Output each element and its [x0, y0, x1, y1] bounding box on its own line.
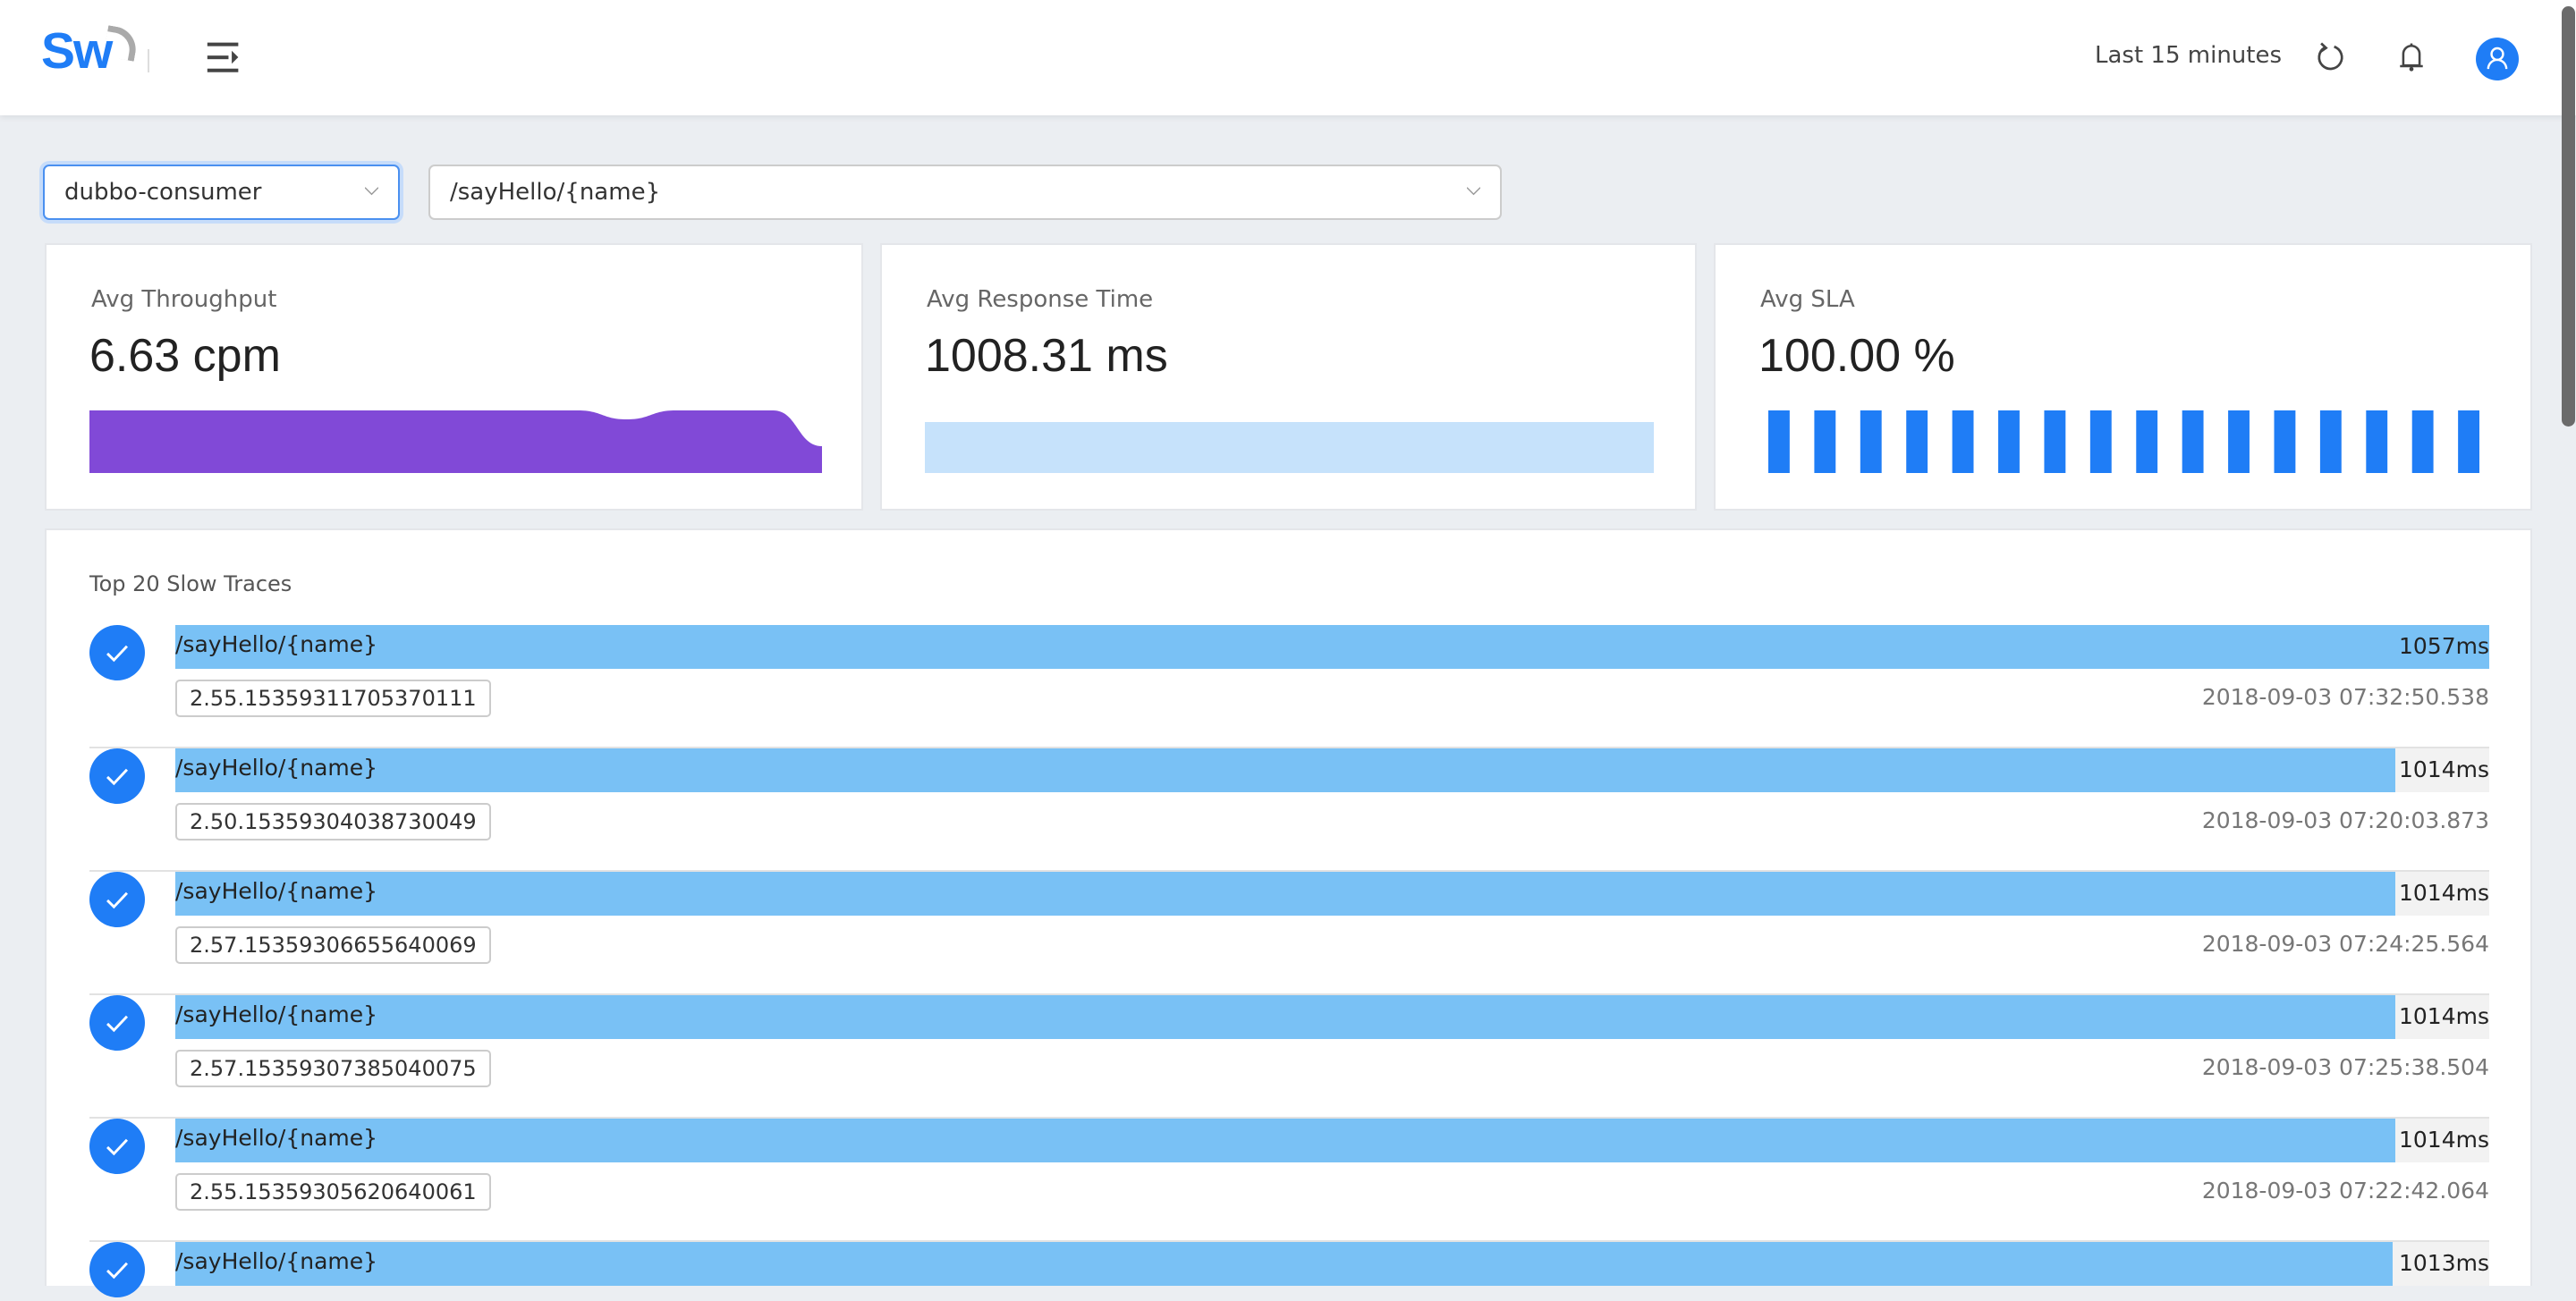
- duration-bar: [175, 1242, 2394, 1286]
- duration-bar-track: [175, 748, 2489, 792]
- trace-start-time: 2018-09-03 07:22:42.064: [2201, 1178, 2489, 1204]
- page-scrollbar[interactable]: [2562, 6, 2575, 427]
- trace-endpoint: /sayHello/{name}: [175, 878, 378, 904]
- success-check-icon: [89, 748, 145, 804]
- trace-start-time: 2018-09-03 07:20:03.873: [2201, 807, 2489, 833]
- endpoint-select-value: /sayHello/{name}: [450, 179, 661, 206]
- user-icon: [2487, 46, 2508, 70]
- trace-duration: 1013ms: [2398, 1250, 2489, 1276]
- trace-start-time: 2018-09-03 07:25:38.504: [2201, 1054, 2489, 1080]
- trace-id-tag[interactable]: 2.55.15359305620640061: [175, 1173, 491, 1211]
- trace-endpoint: /sayHello/{name}: [175, 755, 378, 781]
- time-range-picker[interactable]: Last 15 minutes: [2095, 42, 2283, 69]
- sla-bar-chart: [1768, 410, 2479, 473]
- sla-bar: [2458, 410, 2479, 473]
- throughput-area: [89, 410, 822, 473]
- slow-traces-panel: Top 20 Slow Traces /sayHello/{name} 1057…: [45, 528, 2532, 1297]
- sla-bar: [2319, 410, 2342, 473]
- trace-endpoint: /sayHello/{name}: [175, 1248, 378, 1274]
- sla-bar: [2274, 410, 2296, 473]
- card-value: 1008.31 ms: [925, 330, 1168, 382]
- card-value: 6.63 cpm: [89, 330, 281, 382]
- card-value: 100.00 %: [1758, 330, 1955, 382]
- trace-endpoint: /sayHello/{name}: [175, 631, 378, 657]
- bell-icon[interactable]: [2394, 39, 2429, 75]
- chevron-down-icon: [365, 187, 378, 196]
- success-check-icon: [89, 872, 145, 927]
- duration-bar-track: [175, 625, 2489, 669]
- response-time-area: [925, 422, 1654, 473]
- logo-arc-icon: [103, 25, 140, 62]
- card-label: Avg Response Time: [927, 286, 1154, 313]
- throughput-sparkline: [89, 410, 822, 473]
- sla-bar: [1998, 410, 2020, 473]
- sla-bar: [2182, 410, 2204, 473]
- trace-duration: 1014ms: [2398, 1003, 2489, 1029]
- service-select-value: dubbo-consumer: [64, 179, 262, 206]
- trace-duration: 1014ms: [2398, 880, 2489, 906]
- duration-bar-track: [175, 995, 2489, 1039]
- service-select[interactable]: dubbo-consumer: [43, 165, 400, 220]
- sla-bar: [2228, 410, 2250, 473]
- duration-bar-track: [175, 1119, 2489, 1162]
- success-check-icon: [89, 1242, 145, 1297]
- trace-row[interactable]: /sayHello/{name} 1014ms 2.55.15359305620…: [89, 1119, 2489, 1242]
- user-avatar[interactable]: [2476, 38, 2519, 80]
- card-label: Avg SLA: [1760, 286, 1855, 313]
- success-check-icon: [89, 995, 145, 1051]
- duration-bar: [175, 872, 2395, 916]
- trace-duration: 1014ms: [2398, 756, 2489, 782]
- sla-bar: [2411, 410, 2434, 473]
- trace-duration: 1057ms: [2398, 633, 2489, 659]
- success-check-icon: [89, 1119, 145, 1174]
- response-time-sparkline: [925, 422, 1654, 473]
- refresh-icon[interactable]: [2313, 39, 2349, 75]
- endpoint-select[interactable]: /sayHello/{name}: [428, 165, 1502, 220]
- trace-duration: 1014ms: [2398, 1127, 2489, 1153]
- trace-row[interactable]: /sayHello/{name} 1014ms 2.57.15359306655…: [89, 872, 2489, 995]
- chevron-down-icon: [1467, 187, 1480, 196]
- header-divider: [148, 49, 149, 72]
- trace-id-tag[interactable]: 2.57.15359307385040075: [175, 1050, 491, 1087]
- sla-bar: [1768, 410, 1790, 473]
- trace-row[interactable]: /sayHello/{name} 1057ms 2.55.15359311705…: [89, 625, 2489, 748]
- duration-bar: [175, 1119, 2395, 1162]
- trace-id-tag[interactable]: 2.55.15359311705370111: [175, 680, 491, 717]
- duration-bar-track: [175, 872, 2489, 916]
- trace-row[interactable]: /sayHello/{name} 1013ms: [89, 1242, 2489, 1297]
- trace-start-time: 2018-09-03 07:32:50.538: [2201, 684, 2489, 710]
- trace-start-time: 2018-09-03 07:24:25.564: [2201, 931, 2489, 957]
- sla-bar: [1906, 410, 1928, 473]
- top-header: Sw Last 15 minutes: [0, 0, 2576, 115]
- duration-bar-track: [175, 1242, 2489, 1286]
- duration-bar: [175, 995, 2395, 1039]
- trace-id-tag[interactable]: 2.57.15359306655640069: [175, 926, 491, 964]
- sla-card: Avg SLA 100.00 %: [1714, 243, 2532, 511]
- trace-endpoint: /sayHello/{name}: [175, 1125, 378, 1151]
- sla-bar: [2366, 410, 2388, 473]
- trace-row[interactable]: /sayHello/{name} 1014ms 2.50.15359304038…: [89, 748, 2489, 872]
- trace-row[interactable]: /sayHello/{name} 1014ms 2.57.15359307385…: [89, 995, 2489, 1119]
- logo[interactable]: Sw: [41, 22, 113, 80]
- response-time-card: Avg Response Time 1008.31 ms: [880, 243, 1697, 511]
- sla-bar: [1952, 410, 1974, 473]
- duration-bar: [175, 748, 2395, 792]
- sla-bar: [2089, 410, 2112, 473]
- sla-bar: [1860, 410, 1882, 473]
- trace-id-tag[interactable]: 2.50.15359304038730049: [175, 803, 491, 841]
- menu-fold-icon[interactable]: [204, 39, 243, 75]
- panel-title: Top 20 Slow Traces: [89, 571, 292, 596]
- throughput-card: Avg Throughput 6.63 cpm: [45, 243, 863, 511]
- success-check-icon: [89, 625, 145, 680]
- sla-bar: [1814, 410, 1836, 473]
- duration-bar: [175, 625, 2489, 669]
- sla-bar: [2044, 410, 2066, 473]
- trace-endpoint: /sayHello/{name}: [175, 1001, 378, 1027]
- card-label: Avg Throughput: [91, 286, 277, 313]
- sla-bar: [2136, 410, 2158, 473]
